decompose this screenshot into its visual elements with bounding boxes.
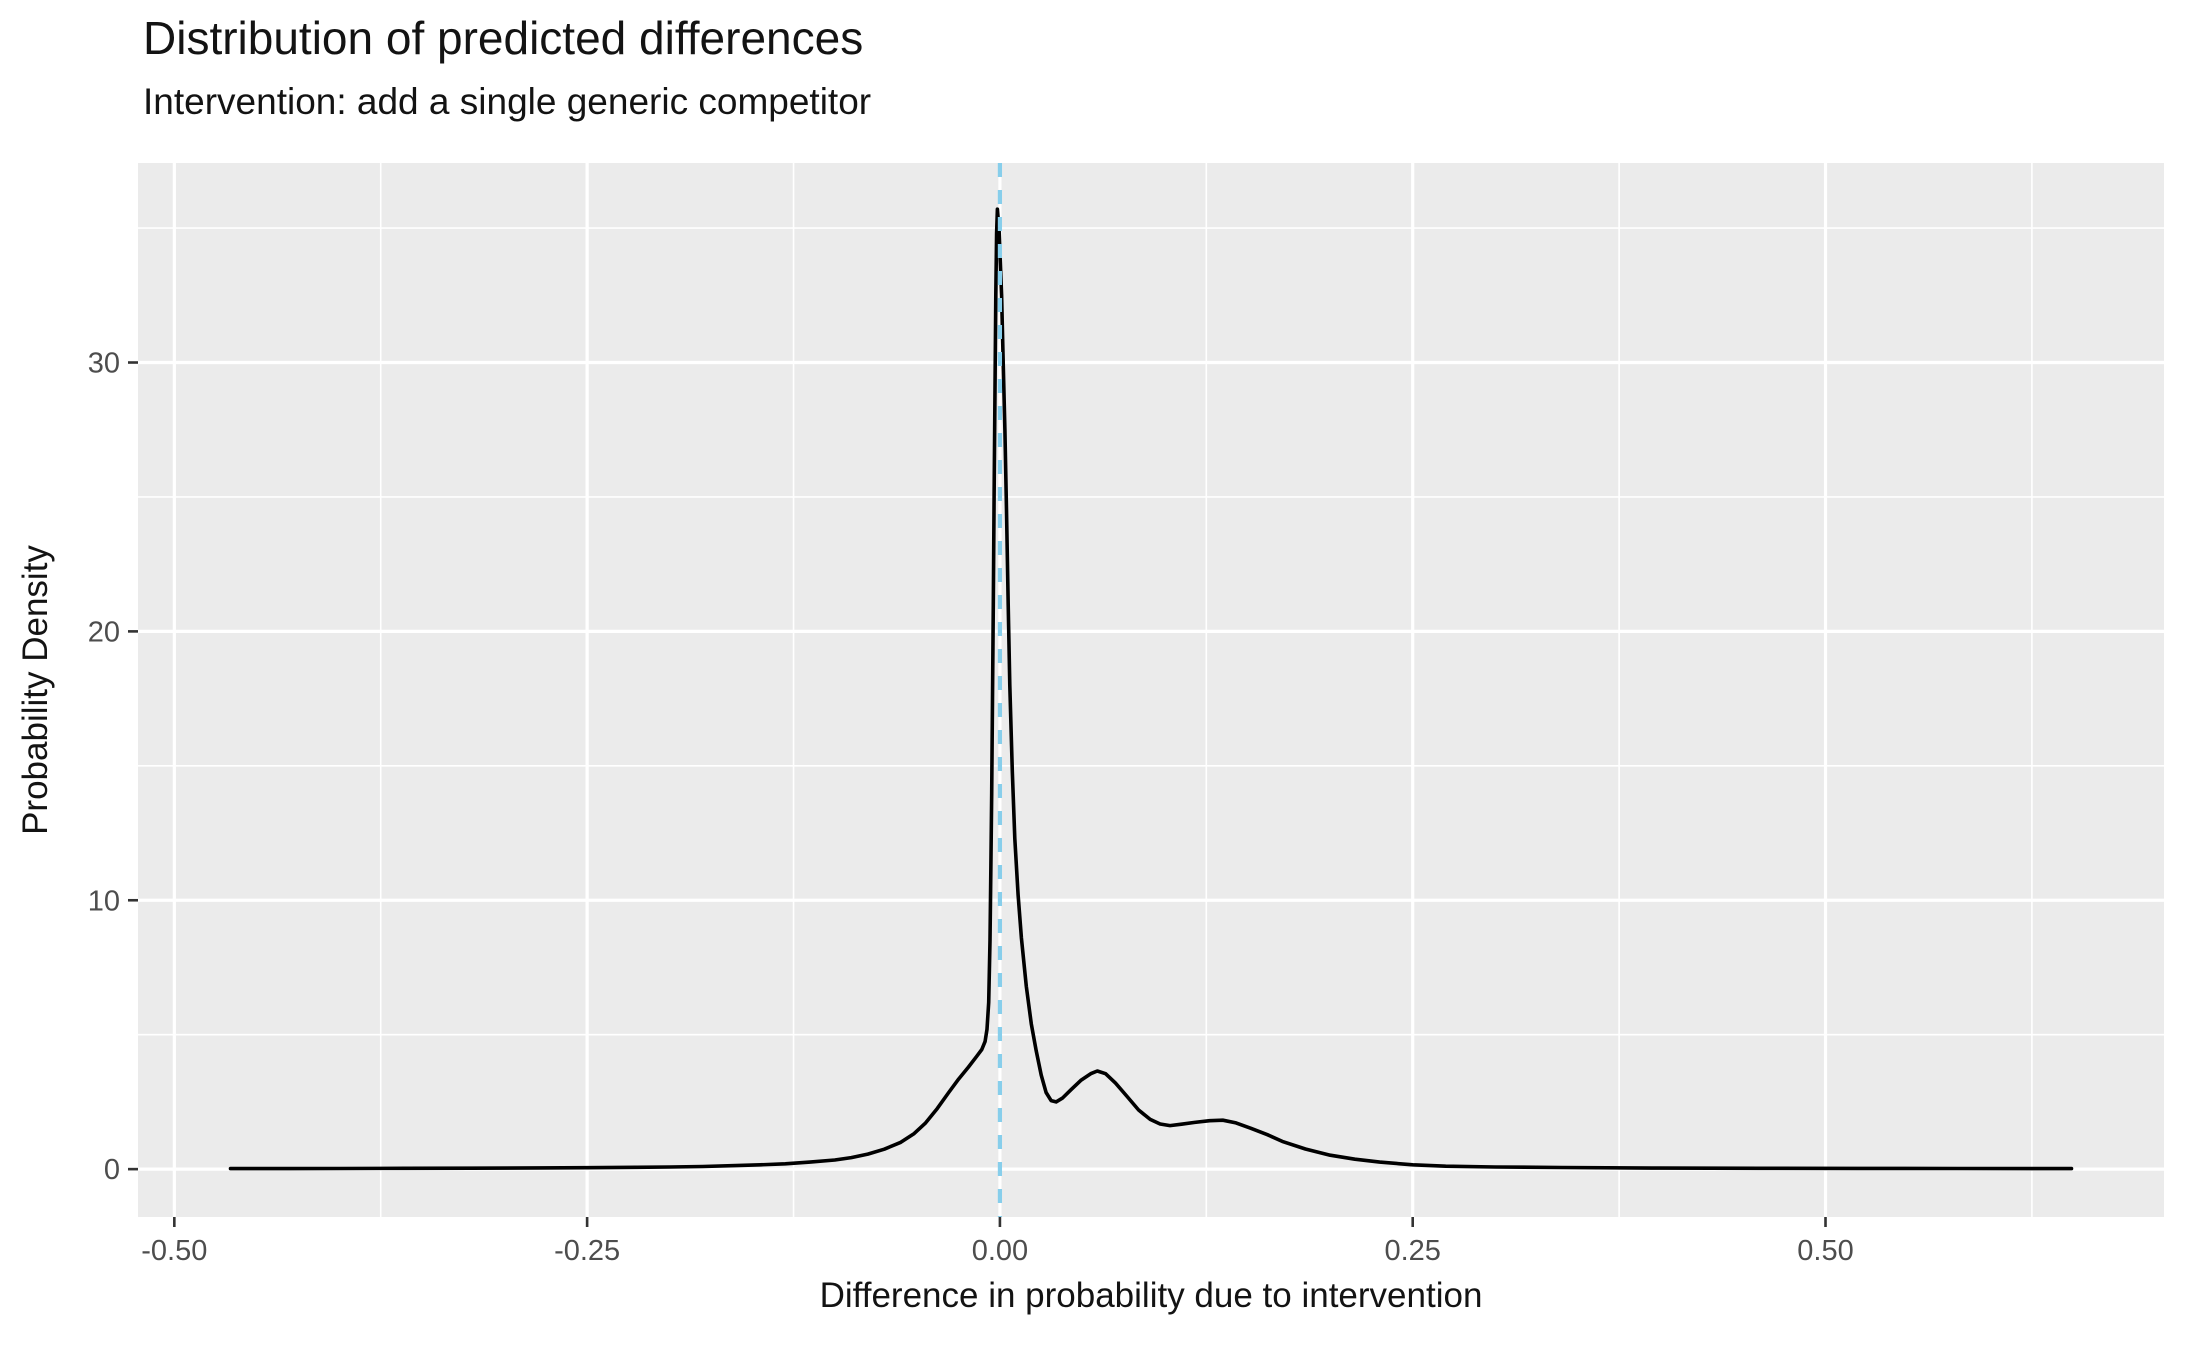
plot-title: Distribution of predicted differences <box>143 12 864 64</box>
y-tick-label: 0 <box>104 1154 120 1186</box>
axis-tick-marks <box>128 361 1827 1227</box>
plot-panel <box>138 163 2164 1217</box>
y-tick-label: 10 <box>88 885 120 917</box>
plot-subtitle: Intervention: add a single generic compe… <box>143 81 872 122</box>
density-curve-path <box>228 207 2074 1171</box>
density-curve <box>228 207 2074 1171</box>
y-tick-label: 20 <box>88 616 120 648</box>
y-tick-label: 30 <box>88 348 120 380</box>
x-tick-label: 0.50 <box>1797 1235 1853 1267</box>
axis-tick-labels: -0.50 -0.25 0.00 0.25 0.50 0 10 20 30 <box>88 348 1854 1267</box>
x-axis-title: Difference in probability due to interve… <box>819 1276 1483 1315</box>
x-tick-label: 0.25 <box>1384 1235 1440 1267</box>
x-tick-label: -0.50 <box>141 1235 207 1267</box>
x-tick-label: -0.25 <box>554 1235 620 1267</box>
panel-background <box>138 163 2164 1217</box>
x-tick-label: 0.00 <box>972 1235 1028 1267</box>
